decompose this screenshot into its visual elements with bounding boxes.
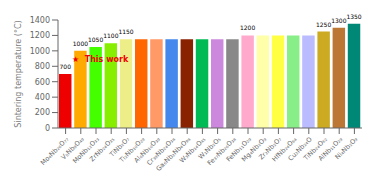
svg-text:1000: 1000: [73, 40, 88, 47]
svg-text:TiNb₂O₇: TiNb₂O₇: [108, 135, 132, 159]
svg-text:1150: 1150: [118, 28, 133, 35]
svg-text:Fe₃₇Nb₂₆O₃₈: Fe₃₇Nb₂₆O₃₈: [205, 135, 238, 168]
svg-text:V₅Nb₉O₄₉: V₅Nb₉O₄₉: [59, 135, 86, 162]
svg-text:1300: 1300: [331, 17, 346, 24]
svg-text:1100: 1100: [103, 32, 118, 39]
svg-text:200: 200: [35, 108, 50, 117]
svg-text:MoNb₁₂O₃₃: MoNb₁₂O₃₃: [71, 135, 101, 166]
svg-text:AlNb₁₁O₂₉: AlNb₁₁O₂₉: [316, 135, 345, 163]
svg-text:Cr₃₉Nb₂₄O₃₈: Cr₃₉Nb₂₄O₃₈: [145, 135, 177, 168]
svg-text:Ga₆Nb₂Nb₄O₉₈: Ga₆Nb₂Nb₄O₉₈: [154, 135, 193, 173]
svg-text:Mo₄Nb₂₆O₇₇: Mo₄Nb₂₆O₇₇: [38, 135, 71, 167]
svg-text:1350: 1350: [346, 13, 361, 20]
svg-text:Ni₄Nb₂O₉: Ni₄Nb₂O₉: [333, 135, 359, 161]
svg-text:FeNb₁₁O₂₉: FeNb₁₁O₂₉: [224, 135, 253, 164]
svg-text:1250: 1250: [316, 21, 331, 28]
svg-text:Al₆Nb₁₀O₃₉: Al₆Nb₁₀O₃₉: [132, 135, 162, 165]
svg-text:1400: 1400: [30, 16, 50, 25]
svg-text:Mg₄Nb₂O₉: Mg₄Nb₂O₉: [240, 135, 269, 164]
svg-text:W₃Nb₁₄O₄₅: W₃Nb₁₄O₄₅: [178, 135, 208, 165]
svg-text:HfNb₂₄O₆₄: HfNb₂₄O₆₄: [270, 135, 299, 164]
svg-text:1050: 1050: [88, 36, 103, 43]
svg-text:1000: 1000: [30, 47, 50, 56]
svg-text:Ti₂Nb₁₀O₂₉: Ti₂Nb₁₀O₂₉: [117, 135, 147, 165]
svg-text:400: 400: [35, 93, 50, 102]
svg-text:0: 0: [45, 124, 50, 133]
svg-text:Sintering temperature (°C): Sintering temperature (°C): [14, 20, 23, 127]
html-text:★ This work: ★ This work: [72, 55, 129, 64]
svg-text:1200: 1200: [30, 31, 50, 40]
svg-text:600: 600: [35, 78, 50, 87]
svg-text:Cu₂Nb₂₄O: Cu₂Nb₂₄O: [286, 135, 314, 163]
svg-text:1200: 1200: [240, 24, 255, 31]
svg-text:W₁Nb₂O₅: W₁Nb₂O₅: [196, 135, 223, 161]
svg-text:700: 700: [60, 63, 72, 70]
svg-text:TiNb₂₄O₆₂: TiNb₂₄O₆₂: [302, 135, 329, 163]
svg-text:ZrNb₂₄O₃₅: ZrNb₂₄O₃₅: [88, 135, 117, 164]
svg-text:Zr₂Nb₂O₇: Zr₂Nb₂O₇: [257, 135, 284, 162]
svg-text:800: 800: [35, 62, 50, 71]
